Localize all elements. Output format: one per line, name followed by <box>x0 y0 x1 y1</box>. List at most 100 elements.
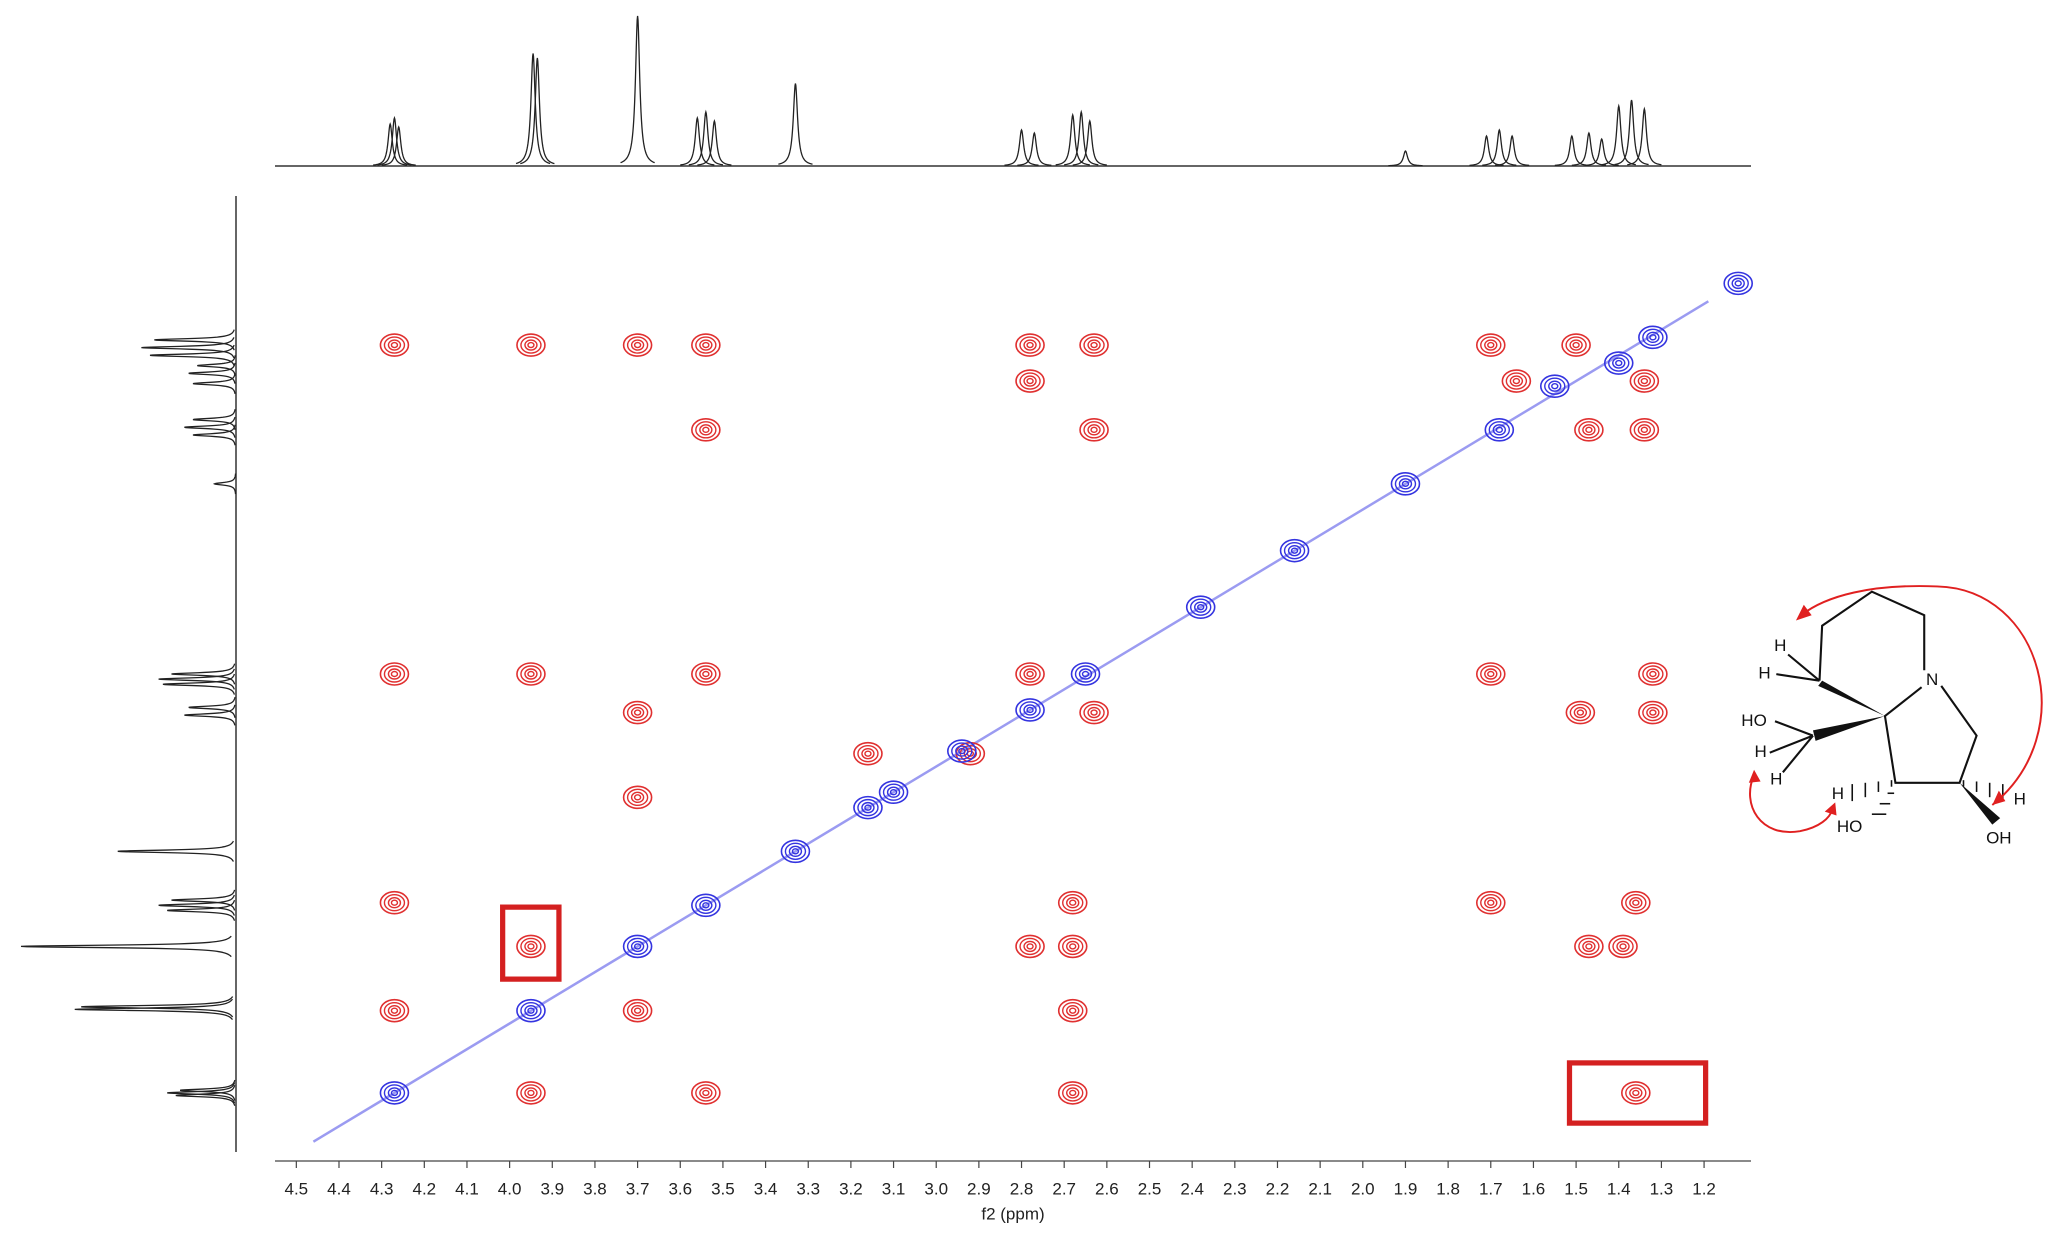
contour <box>1287 544 1302 557</box>
cross-peak <box>1603 351 1634 375</box>
contour <box>626 336 649 354</box>
contour <box>1642 328 1664 347</box>
contour <box>1646 668 1660 680</box>
contour <box>1646 331 1660 344</box>
contour <box>864 804 872 811</box>
contour <box>390 899 399 906</box>
x-tick-label: 1.3 <box>1650 1179 1674 1198</box>
contour <box>1612 937 1634 956</box>
x-tick-label: 3.1 <box>882 1179 906 1198</box>
contour <box>387 339 402 351</box>
cross-peak <box>516 333 546 357</box>
contour <box>1615 359 1623 367</box>
contour <box>695 421 717 439</box>
atom-label: H <box>1758 664 1770 683</box>
projection-peak <box>81 996 234 1018</box>
contour <box>630 1004 645 1017</box>
contour <box>1484 668 1498 680</box>
cross-peak <box>691 333 721 357</box>
contour <box>520 665 542 683</box>
cross-peak <box>1629 369 1660 393</box>
arrow-head <box>1824 802 1837 816</box>
contour <box>527 341 535 349</box>
contour <box>1078 668 1093 680</box>
projection-peak <box>1601 103 1636 166</box>
contour <box>1608 354 1630 372</box>
projection-peak <box>184 704 236 726</box>
contour <box>1019 336 1041 354</box>
contour <box>1066 1087 1080 1099</box>
projection-peak <box>1571 131 1607 166</box>
projection-peak <box>680 115 715 166</box>
projection-peak <box>1017 131 1052 166</box>
contour <box>1585 943 1593 950</box>
contour <box>1633 372 1656 390</box>
contour <box>886 786 901 798</box>
contour <box>630 339 645 351</box>
contour <box>1484 897 1498 909</box>
contour <box>1062 937 1084 956</box>
projection-peak <box>381 125 416 166</box>
contour <box>864 750 872 757</box>
cross-peak <box>1539 374 1570 398</box>
atom-label: HO <box>1741 711 1766 730</box>
contour <box>383 1084 406 1102</box>
contour <box>1069 943 1077 950</box>
contour <box>699 339 713 351</box>
contour <box>633 943 642 950</box>
contour <box>1727 274 1749 293</box>
contour <box>695 336 717 354</box>
contour <box>520 1001 542 1020</box>
cross-peak <box>622 333 653 357</box>
contour <box>1734 280 1742 287</box>
contour <box>699 424 713 436</box>
x-tick-label: 1.8 <box>1436 1179 1460 1198</box>
contour <box>1074 665 1097 683</box>
contour <box>387 1004 402 1017</box>
cross-peak <box>379 333 410 357</box>
cross-peak <box>622 700 653 725</box>
contour <box>702 1089 710 1097</box>
contour <box>1582 424 1596 436</box>
x-tick-label: 3.6 <box>668 1179 692 1198</box>
contour <box>390 670 399 678</box>
contour <box>1290 547 1299 554</box>
wedge <box>1818 680 1885 717</box>
x-tick-label: 3.0 <box>924 1179 948 1198</box>
contour <box>387 897 402 909</box>
x-tick-label: 2.5 <box>1138 1179 1162 1198</box>
projection-peak <box>688 109 724 166</box>
projection-peak <box>158 894 235 916</box>
contour <box>1569 703 1592 722</box>
x-tick-label: 1.5 <box>1564 1179 1588 1198</box>
projection-peak <box>1554 134 1589 166</box>
cross-peak <box>379 998 410 1023</box>
contour <box>1625 894 1647 912</box>
cross-peak <box>622 998 653 1023</box>
contour <box>387 668 402 680</box>
contour <box>857 798 879 817</box>
contour <box>1090 341 1098 349</box>
x-tick-label: 3.3 <box>796 1179 820 1198</box>
projection-peak <box>697 119 732 166</box>
contour <box>1066 940 1080 953</box>
x-tick-label: 4.2 <box>412 1179 436 1198</box>
bond <box>1774 720 1814 737</box>
cross-peak <box>1015 369 1045 393</box>
cross-peak <box>1015 662 1045 686</box>
projection-peak <box>520 57 555 165</box>
contour <box>1090 426 1098 434</box>
contour <box>791 848 800 855</box>
x-tick-label: 3.2 <box>839 1179 863 1198</box>
cross-peak <box>1484 418 1515 442</box>
diagonal <box>312 300 1709 1143</box>
contour <box>1578 421 1600 439</box>
contour <box>630 940 645 953</box>
projection-peak <box>1064 109 1099 166</box>
contour <box>1023 668 1037 680</box>
projection-peak <box>1584 137 1619 167</box>
bond <box>1818 590 1926 681</box>
contour <box>1023 339 1037 351</box>
x-tick-label: 2.8 <box>1010 1179 1034 1198</box>
